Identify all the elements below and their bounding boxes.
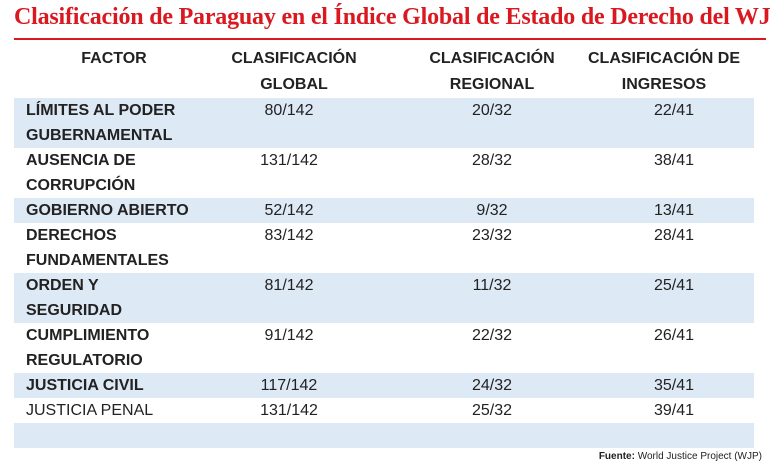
factor-cell: AUSENCIA DE CORRUPCIÓN — [26, 148, 211, 198]
factor-line: REGULATORIO — [26, 352, 143, 369]
regional-rank: 25/32 — [471, 402, 513, 419]
factor-cell: DERECHOS FUNDAMENTALES — [26, 223, 211, 273]
factor-line: DERECHOS — [26, 227, 117, 244]
income-rank: 28/41 — [653, 227, 695, 244]
source-note: Fuente: World Justice Project (WJP) — [599, 451, 762, 462]
header-regional-line1: CLASIFICACIÓN — [429, 50, 555, 67]
header-factor-label: FACTOR — [81, 50, 147, 67]
regional-rank: 28/32 — [471, 152, 513, 169]
factor-line: CORRUPCIÓN — [26, 177, 136, 194]
factor-line: LÍMITES AL PODER — [26, 102, 176, 119]
global-rank: 117/142 — [260, 377, 318, 394]
factor-cell: CUMPLIMIENTO REGULATORIO — [26, 323, 211, 373]
global-rank: 131/142 — [260, 402, 318, 419]
factor-line: GOBIERNO ABIERTO — [26, 202, 189, 219]
income-rank: 39/41 — [653, 402, 695, 419]
income-rank: 26/41 — [653, 327, 695, 344]
regional-rank: 20/32 — [471, 102, 513, 119]
global-rank: 91/142 — [264, 327, 314, 344]
income-rank: 25/41 — [653, 277, 695, 294]
header-global: CLASIFICACIÓN GLOBAL — [209, 46, 379, 98]
factor-line: JUSTICIA PENAL — [26, 402, 154, 419]
factor-cell: JUSTICIA CIVIL — [26, 373, 211, 398]
income-rank: 38/41 — [653, 152, 695, 169]
global-rank: 83/142 — [264, 227, 314, 244]
table-row: DERECHOS FUNDAMENTALES 83/142 23/32 28/4… — [14, 223, 754, 273]
source-text: World Justice Project (WJP) — [637, 451, 762, 462]
header-global-line2: GLOBAL — [260, 76, 328, 93]
factor-line: JUSTICIA CIVIL — [26, 377, 144, 394]
income-rank: 22/41 — [653, 102, 695, 119]
title-divider — [14, 38, 766, 40]
page-title: Clasificación de Paraguay en el Índice G… — [14, 4, 770, 30]
header-income-line2: INGRESOS — [621, 76, 707, 93]
regional-rank: 11/32 — [472, 277, 512, 294]
regional-rank: 24/32 — [471, 377, 513, 394]
factor-line: AUSENCIA DE — [26, 152, 136, 169]
factor-cell: ORDEN Y SEGURIDAD — [26, 273, 211, 323]
header-income-line1: CLASIFICACIÓN DE — [588, 50, 740, 67]
header-regional-line2: REGIONAL — [449, 76, 535, 93]
factor-cell: GOBIERNO ABIERTO — [26, 198, 211, 223]
table-row: LÍMITES AL PODER GUBERNAMENTAL 80/142 20… — [14, 98, 754, 148]
income-rank: 35/41 — [653, 377, 695, 394]
table-row: CUMPLIMIENTO REGULATORIO 91/142 22/32 26… — [14, 323, 754, 373]
header-global-line1: CLASIFICACIÓN — [231, 50, 357, 67]
table-row: JUSTICIA CIVIL 117/142 24/32 35/41 — [14, 373, 754, 398]
regional-rank: 9/32 — [476, 202, 508, 219]
factor-cell: JUSTICIA PENAL — [26, 398, 211, 423]
ranking-table: LÍMITES AL PODER GUBERNAMENTAL 80/142 20… — [14, 98, 754, 448]
factor-line: ORDEN Y — [26, 277, 99, 294]
header-income: CLASIFICACIÓN DE INGRESOS — [574, 46, 754, 98]
factor-line: FUNDAMENTALES — [26, 252, 169, 269]
global-rank: 52/142 — [264, 202, 314, 219]
global-rank: 131/142 — [260, 152, 318, 169]
global-rank: 80/142 — [264, 102, 314, 119]
header-factor: FACTOR — [34, 46, 194, 72]
income-rank: 13/41 — [653, 202, 695, 219]
regional-rank: 22/32 — [471, 327, 513, 344]
table-row: JUSTICIA PENAL 131/142 25/32 39/41 — [14, 398, 754, 423]
global-rank: 81/142 — [264, 277, 314, 294]
table-row: AUSENCIA DE CORRUPCIÓN 131/142 28/32 38/… — [14, 148, 754, 198]
table-row-empty — [14, 423, 754, 448]
header-regional: CLASIFICACIÓN REGIONAL — [402, 46, 582, 98]
table-row: GOBIERNO ABIERTO 52/142 9/32 13/41 — [14, 198, 754, 223]
regional-rank: 23/32 — [471, 227, 513, 244]
factor-cell: LÍMITES AL PODER GUBERNAMENTAL — [26, 98, 211, 148]
factor-line: CUMPLIMIENTO — [26, 327, 150, 344]
table-header: FACTOR CLASIFICACIÓN GLOBAL CLASIFICACIÓ… — [14, 46, 754, 98]
factor-line: SEGURIDAD — [26, 302, 123, 319]
table-row: ORDEN Y SEGURIDAD 81/142 11/32 25/41 — [14, 273, 754, 323]
source-label: Fuente: — [598, 451, 635, 462]
factor-line: GUBERNAMENTAL — [26, 127, 173, 144]
